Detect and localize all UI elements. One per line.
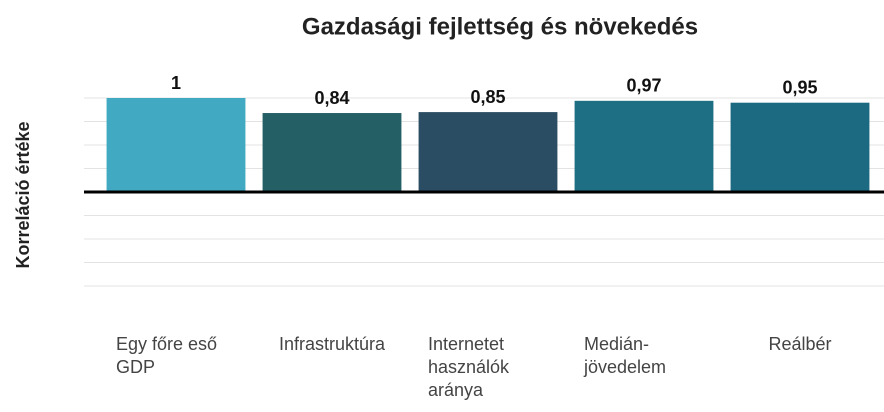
bar [262, 113, 402, 192]
value-label: 0,85 [470, 87, 505, 107]
bar [106, 98, 246, 192]
chart-title: Gazdasági fejlettség és növekedés [302, 13, 698, 40]
y-axis-label: Korreláció értéke [13, 121, 33, 268]
x-tick-label: Medián-jövedelem [584, 334, 667, 377]
x-tick-label: Egy főre eső GDP [116, 334, 218, 377]
x-tick-label: Internetet használók aránya [428, 334, 510, 400]
x-tick-label: Infrastruktúra [278, 334, 386, 354]
value-label: 1 [171, 73, 181, 93]
value-label: 0,95 [782, 77, 817, 97]
bar [730, 102, 870, 192]
bar [418, 112, 558, 192]
value-label: 0,84 [314, 88, 349, 108]
x-tick-label: Reálbér [768, 334, 832, 354]
value-label: 0,97 [626, 76, 661, 96]
bar [574, 100, 714, 192]
